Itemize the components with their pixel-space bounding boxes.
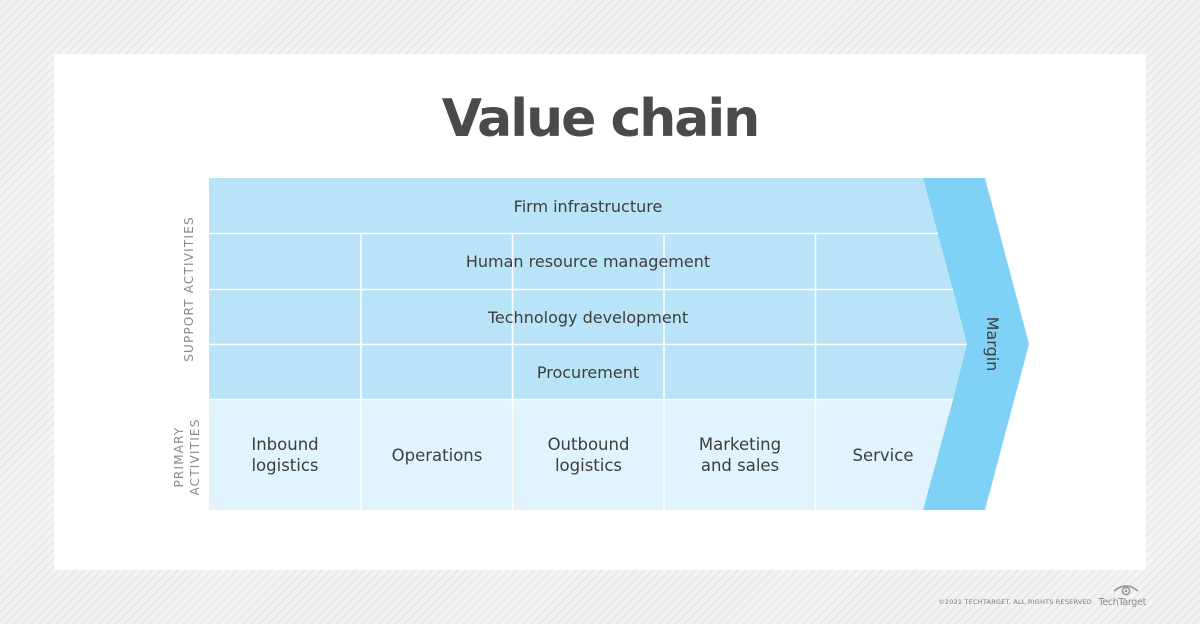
support-activity-procurement: Procurement <box>536 363 640 382</box>
support-activities-band <box>209 178 967 344</box>
margin-label: Margin <box>983 316 1003 372</box>
primary-activity-operations: Operations <box>391 445 483 465</box>
primary-activity-service: Service <box>852 445 914 465</box>
copyright-notice: ©2021 TECHTARGET. ALL RIGHTS RESERVED <box>938 598 1092 606</box>
support-activity-human-resource-management: Human resource management <box>465 252 711 271</box>
column-dividers <box>360 233 817 510</box>
support-activity-technology-development: Technology development <box>487 308 689 327</box>
diagram-title: Value chain <box>441 89 760 149</box>
eye-icon <box>1113 585 1139 596</box>
row-dividers <box>209 232 967 401</box>
margin-chevron <box>923 178 1029 510</box>
primary-activities-band <box>209 400 953 510</box>
procurement-band <box>209 344 967 400</box>
primary-activity-outbound-logistics: Outbound logistics <box>547 435 630 475</box>
support-activity-firm-infrastructure: Firm infrastructure <box>513 197 663 216</box>
primary-activities-side-label: PRIMARY ACTIVITIES <box>172 418 202 496</box>
techtarget-logo: TechTarget <box>1096 584 1146 610</box>
primary-activity-inbound-logistics: Inbound logistics <box>251 435 319 475</box>
primary-activity-marketing-and-sales: Marketing and sales <box>698 435 782 475</box>
brand-name: TechTarget <box>1098 597 1146 608</box>
support-activities-side-label: SUPPORT ACTIVITIES <box>182 216 196 362</box>
